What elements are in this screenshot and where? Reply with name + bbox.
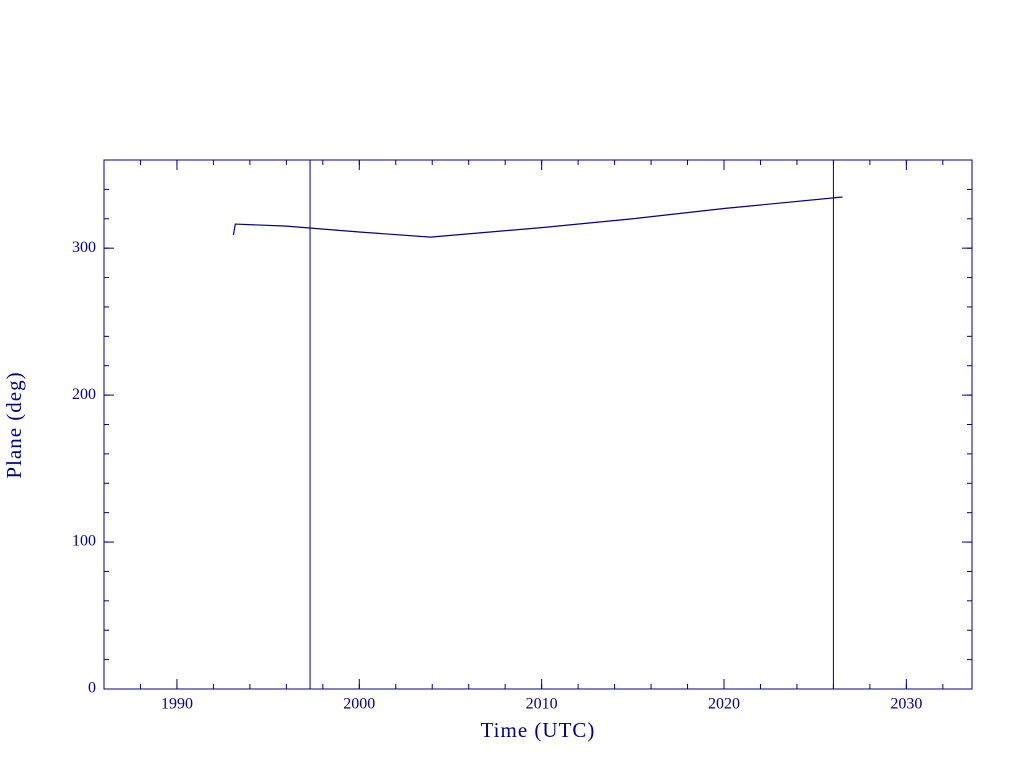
data-line — [232, 196, 843, 238]
x-tick-label: 1990 — [161, 696, 193, 713]
y-tick-label: 0 — [88, 680, 96, 697]
x-tick-label: 2010 — [526, 696, 558, 713]
y-tick-label: 100 — [72, 533, 96, 550]
x-tick-label: 2000 — [343, 696, 375, 713]
plot-frame — [103, 159, 973, 690]
x-tick-label: 2030 — [890, 696, 922, 713]
y-tick-label: 300 — [72, 239, 96, 256]
x-tick-label: 2020 — [708, 696, 740, 713]
y-axis-title: Plane (deg) — [2, 371, 26, 478]
y-tick-label: 200 — [72, 386, 96, 403]
x-axis-title: Time (UTC) — [481, 718, 596, 742]
